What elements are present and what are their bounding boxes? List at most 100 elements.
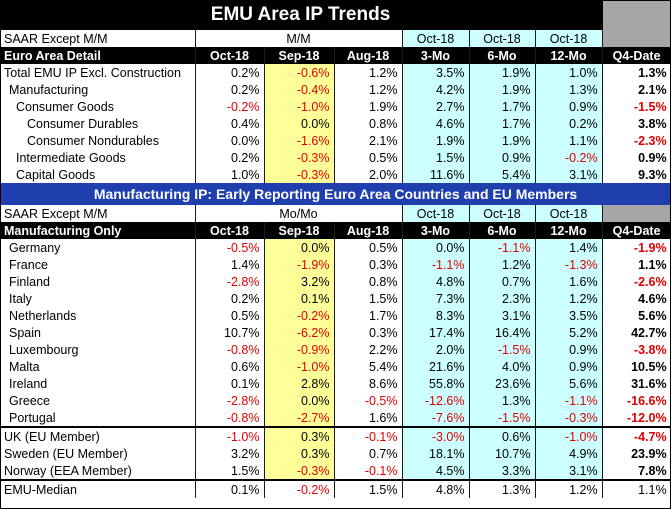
- value-cell: 1.5%: [402, 149, 470, 166]
- value-cell: -2.8%: [195, 392, 265, 409]
- column-header: Q4-Date: [602, 222, 671, 239]
- value-cell: 1.3%: [469, 392, 536, 409]
- value-cell: 0.1%: [195, 479, 265, 498]
- value-cell: 3.1%: [469, 307, 536, 324]
- value-cell: 4.9%: [535, 445, 603, 462]
- value-cell: -0.8%: [195, 409, 265, 427]
- value-cell: 5.4%: [334, 358, 403, 375]
- value-cell: -2.6%: [602, 273, 671, 290]
- table-row: Sweden (EU Member) 3.2% 0.3% 0.7% 18.1% 10.7%…: [0, 445, 671, 462]
- value-cell: 0.5%: [334, 149, 403, 166]
- value-cell: 10.5%: [602, 358, 671, 375]
- value-cell: 1.2%: [535, 290, 603, 307]
- value-cell: -1.9%: [264, 256, 335, 273]
- column-header: 12-Mo: [535, 222, 603, 239]
- value-cell: 31.6%: [602, 375, 671, 392]
- table-row: Capital Goods 1.0% -0.3% 2.0% 11.6% 5.4% 3.1% 9…: [0, 166, 671, 183]
- value-cell: -3.8%: [602, 341, 671, 358]
- value-cell: 1.6%: [334, 409, 403, 427]
- table-row: UK (EU Member) -1.0% 0.3% -0.1% -3.0% 0.6% -1.…: [0, 426, 671, 445]
- value-cell: -1.0%: [264, 98, 335, 115]
- row-label: Italy: [0, 290, 196, 307]
- value-cell: 0.9%: [535, 358, 603, 375]
- table-row: EMU-Median 0.1% -0.2% 1.5% 4.8% 1.3% 1.2% 1.1%: [0, 479, 671, 498]
- value-cell: 0.1%: [264, 290, 335, 307]
- row-label: Germany: [0, 239, 196, 256]
- band-title: Manufacturing IP: Early Reporting Euro A…: [0, 183, 671, 205]
- value-cell: -0.2%: [264, 479, 335, 498]
- bottom-mm-label: Mo/Mo: [195, 205, 403, 222]
- value-cell: 10.7%: [469, 445, 536, 462]
- bottom-oct-label-3: Oct-18: [535, 205, 603, 222]
- value-cell: 0.9%: [602, 149, 671, 166]
- value-cell: 1.4%: [195, 256, 265, 273]
- value-cell: 1.3%: [602, 64, 671, 81]
- value-cell: -0.5%: [195, 239, 265, 256]
- value-cell: -0.2%: [535, 149, 603, 166]
- value-cell: 1.1%: [602, 479, 671, 498]
- value-cell: 5.2%: [535, 324, 603, 341]
- value-cell: -12.6%: [402, 392, 470, 409]
- row-label: Consumer Durables: [0, 115, 196, 132]
- value-cell: 0.2%: [195, 290, 265, 307]
- value-cell: -0.1%: [334, 426, 403, 445]
- table-row: Germany -0.5% 0.0% 0.5% 0.0% -1.1% 1.4% -1.9%: [0, 239, 671, 256]
- band-row: Manufacturing IP: Early Reporting Euro A…: [0, 183, 671, 205]
- value-cell: 2.2%: [334, 341, 403, 358]
- table-row: Luxembourg -0.8% -0.9% 2.2% 2.0% -1.5% 0.9% -3.…: [0, 341, 671, 358]
- value-cell: -0.2%: [264, 307, 335, 324]
- value-cell: 3.2%: [195, 445, 265, 462]
- value-cell: 1.2%: [334, 81, 403, 98]
- value-cell: 3.1%: [535, 462, 603, 480]
- value-cell: 1.9%: [469, 81, 536, 98]
- value-cell: 1.4%: [535, 239, 603, 256]
- value-cell: -1.6%: [264, 132, 335, 149]
- column-header: 6-Mo: [469, 47, 536, 64]
- value-cell: 1.3%: [535, 81, 603, 98]
- column-header: 3-Mo: [402, 222, 470, 239]
- value-cell: -1.5%: [469, 341, 536, 358]
- top-oct-label-1: Oct-18: [402, 30, 470, 47]
- value-cell: 17.4%: [402, 324, 470, 341]
- value-cell: -6.2%: [264, 324, 335, 341]
- value-cell: 1.5%: [334, 479, 403, 498]
- value-cell: 0.9%: [535, 98, 603, 115]
- value-cell: 0.0%: [264, 115, 335, 132]
- top-section: Euro Area Detail Oct-18 Sep-18 Aug-18 3-Mo 6-…: [0, 47, 671, 183]
- value-cell: 3.8%: [602, 115, 671, 132]
- bottom-grey-cell: [602, 205, 671, 222]
- table-row: Consumer Nondurables 0.0% -1.6% 2.1% 1.9% 1.9…: [0, 132, 671, 149]
- table-row: Malta 0.6% -1.0% 5.4% 21.6% 4.0% 0.9% 10.5%: [0, 358, 671, 375]
- value-cell: 0.2%: [535, 115, 603, 132]
- value-cell: -0.5%: [334, 392, 403, 409]
- row-label: Ireland: [0, 375, 196, 392]
- value-cell: -2.7%: [264, 409, 335, 427]
- row-label: Greece: [0, 392, 196, 409]
- value-cell: 1.5%: [195, 462, 265, 480]
- value-cell: 0.0%: [402, 239, 470, 256]
- value-cell: 7.3%: [402, 290, 470, 307]
- value-cell: -0.9%: [264, 341, 335, 358]
- value-cell: 0.3%: [334, 256, 403, 273]
- value-cell: 1.0%: [195, 166, 265, 183]
- column-header: 6-Mo: [469, 222, 536, 239]
- value-cell: 0.0%: [264, 392, 335, 409]
- table-row: Spain 10.7% -6.2% 0.3% 17.4% 16.4% 5.2% 42.7%: [0, 324, 671, 341]
- column-header: Oct-18: [195, 222, 265, 239]
- value-cell: 1.7%: [469, 115, 536, 132]
- value-cell: 23.6%: [469, 375, 536, 392]
- value-cell: -0.3%: [264, 149, 335, 166]
- value-cell: 1.2%: [535, 479, 603, 498]
- table-title: EMU Area IP Trends: [0, 0, 603, 30]
- value-cell: 8.3%: [402, 307, 470, 324]
- value-cell: 0.7%: [469, 273, 536, 290]
- value-cell: 1.3%: [469, 479, 536, 498]
- value-cell: 4.6%: [402, 115, 470, 132]
- value-cell: -0.1%: [334, 462, 403, 480]
- row-label: France: [0, 256, 196, 273]
- row-label: Portugal: [0, 409, 196, 427]
- table-row: Ireland 0.1% 2.8% 8.6% 55.8% 23.6% 5.6% 31.6%: [0, 375, 671, 392]
- table-row: Norway (EEA Member) 1.5% -0.3% -0.1% 4.5% 3.3…: [0, 462, 671, 480]
- column-header: Oct-18: [195, 47, 265, 64]
